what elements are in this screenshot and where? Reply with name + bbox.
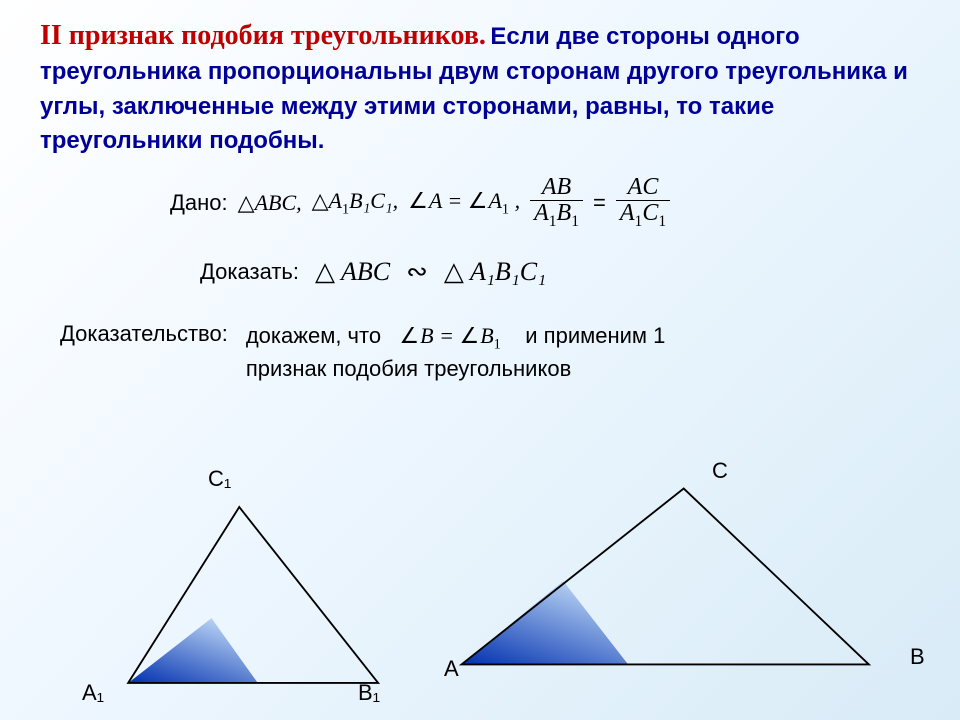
vertex-c: C [712, 458, 728, 484]
similar-symbol: ∾ [406, 257, 428, 287]
given-proportion: AB A1B1 = AC A1C1 [530, 175, 670, 230]
vertex-c1: C₁ [208, 466, 231, 492]
vertex-b: B [910, 644, 925, 670]
proof-block: Доказательство: докажем, что B = B1 и пр… [0, 305, 960, 385]
prove-row: Доказать: △ ABC ∾ △ A₁B₁C₁ [200, 257, 900, 287]
prove-label: Доказать: [200, 259, 299, 285]
given-tri2: △A1B₁C₁, [312, 188, 398, 218]
triangles-figure [0, 470, 960, 720]
angle-fill-large [461, 581, 628, 664]
vertex-a: A [444, 656, 459, 682]
proof-label: Доказательство: [60, 321, 228, 347]
theorem-title: II признак подобия треугольников. Если д… [0, 0, 960, 167]
prove-tri2: △ A₁B₁C₁ [444, 257, 546, 287]
vertex-a1: A₁ [82, 680, 104, 706]
given-row: Дано: △ABC, △A1B₁C₁, A = A1 , AB A1B1 = … [170, 175, 900, 230]
given-label: Дано: [170, 190, 228, 216]
proof-text: докажем, что B = B1 и применим 1 признак… [246, 321, 920, 385]
given-tri1: △ABC, [238, 190, 302, 216]
vertex-b1: B₁ [358, 680, 380, 706]
prove-tri1: △ ABC [315, 257, 390, 287]
given-angle-eq: A = A1 , [408, 188, 520, 218]
title-lead: II признак подобия треугольников. [40, 20, 486, 51]
